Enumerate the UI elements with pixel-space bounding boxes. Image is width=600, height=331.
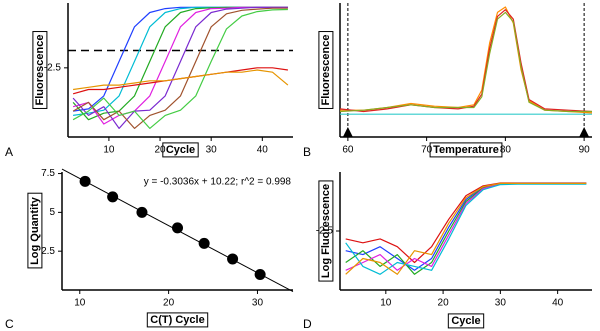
x-axis-label: Cycle (451, 315, 480, 327)
curve (72, 8, 288, 129)
fit-annotation: y = -0.3036x + 10.22; r^2 = 0.998 (144, 177, 292, 188)
y-tick-label: 7.5 (41, 168, 55, 179)
range-marker (342, 127, 353, 137)
point (79, 175, 91, 187)
x-tick-label: 60 (342, 145, 354, 156)
x-tick-label: 30 (495, 298, 507, 309)
point (254, 268, 266, 280)
panel-label: B (303, 145, 311, 159)
x-tick-label: 20 (154, 145, 166, 156)
curve (72, 6, 288, 121)
curve (73, 69, 289, 91)
axis-label-box (447, 313, 485, 329)
curve (72, 7, 288, 129)
axis-label-box (162, 142, 199, 158)
axis-label-box (429, 142, 503, 158)
curve (72, 6, 288, 129)
panel-label: D (303, 317, 312, 331)
axis-label-box (146, 312, 209, 328)
panel-label: A (5, 145, 13, 159)
curve (345, 182, 587, 275)
point (198, 237, 210, 249)
point (227, 253, 239, 265)
y-axis-label: Log Fluorescence (320, 184, 332, 278)
x-tick-label: 10 (380, 298, 392, 309)
curve (345, 183, 587, 275)
axis-label-box (27, 192, 43, 269)
curve (72, 6, 288, 125)
x-tick-label: 20 (163, 298, 175, 309)
x-tick-label: 80 (500, 145, 512, 156)
y-axis-label: Log Quantity (29, 196, 41, 265)
x-tick-label: 30 (206, 145, 218, 156)
x-tick-label: 90 (579, 145, 591, 156)
curve (345, 182, 587, 264)
curve (345, 183, 587, 271)
panel-label: C (5, 317, 14, 331)
point (107, 191, 119, 203)
range-marker (579, 127, 590, 137)
point (172, 222, 183, 234)
y-tick-label: -2.5 (316, 226, 334, 237)
curve (339, 9, 593, 113)
y-tick-label: 5 (49, 207, 55, 218)
y-tick-label: -2.5 (44, 62, 62, 73)
x-tick-label: 30 (252, 298, 264, 309)
axis-label-box (32, 31, 48, 109)
x-tick-label: 70 (421, 145, 433, 156)
x-tick-label: 10 (74, 298, 86, 309)
x-tick-label: 40 (257, 145, 269, 156)
x-axis-label: Temperature (433, 144, 499, 156)
axis-label-box (318, 180, 334, 282)
y-tick-label: 2.5 (41, 246, 55, 257)
x-axis-label: Cycle (166, 144, 195, 156)
x-tick-label: 20 (438, 298, 450, 309)
axis-label-box (318, 31, 334, 109)
point (136, 206, 148, 218)
curve (340, 6, 593, 114)
y-axis-label: Fluorescence (320, 35, 332, 106)
x-tick-label: 10 (103, 145, 115, 156)
curve (339, 11, 592, 113)
x-tick-label: 40 (552, 298, 564, 309)
curve (72, 67, 288, 95)
y-axis-label: Fluorescence (34, 35, 46, 106)
x-axis-label: C(T) Cycle (150, 314, 204, 326)
